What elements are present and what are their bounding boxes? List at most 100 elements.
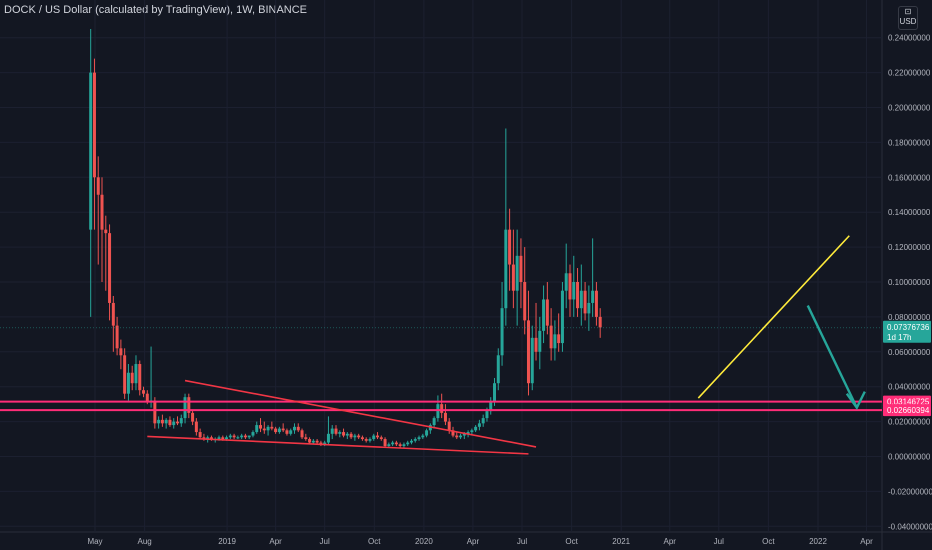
candle-body — [504, 229, 508, 309]
support-label: 0.02660394 — [887, 406, 930, 415]
candle-body — [402, 444, 406, 447]
candle-body — [225, 437, 229, 440]
candle-body — [353, 435, 357, 438]
candle-body — [545, 299, 549, 326]
candle-body — [383, 439, 387, 447]
candle-body — [417, 437, 421, 440]
price-tick-label: 0.18000000 — [888, 138, 931, 147]
candle-body — [221, 437, 225, 440]
candle-body — [89, 72, 93, 230]
candle-body — [274, 428, 278, 433]
candle-body — [379, 437, 383, 440]
price-tick-label: 0.00000000 — [888, 453, 931, 462]
support-label-bg — [883, 404, 931, 417]
candle-body — [534, 337, 538, 352]
candle-body — [296, 426, 300, 431]
candle-body — [183, 397, 187, 419]
time-tick-label: 2022 — [809, 537, 827, 546]
candle-body — [164, 419, 168, 424]
candle-body — [289, 430, 293, 434]
candle-body — [285, 430, 289, 434]
candle-body — [236, 437, 240, 439]
price-tick-label: 0.10000000 — [888, 278, 931, 287]
candle-body — [493, 383, 497, 403]
candle-body — [572, 282, 576, 300]
candle-body — [451, 430, 455, 436]
unit-icon: ⊡ — [904, 7, 912, 16]
candle-body — [576, 282, 580, 309]
candle-body — [111, 302, 115, 326]
candle-body — [496, 355, 500, 384]
candle-body — [160, 419, 164, 424]
candle-body — [240, 435, 244, 438]
candle-body — [466, 432, 470, 434]
candle-body — [209, 437, 213, 440]
candle-body — [292, 426, 296, 431]
candle-body — [409, 440, 413, 443]
candle-body — [376, 435, 380, 438]
time-tick-label: Apr — [467, 537, 480, 546]
candle-body — [104, 229, 108, 234]
candle-body — [591, 290, 595, 303]
candle-body — [447, 421, 451, 431]
candle-body — [153, 400, 157, 424]
candle-body — [357, 435, 361, 438]
candle-body — [474, 426, 478, 431]
time-tick-label: 2019 — [218, 537, 236, 546]
projection-arrow-shaft — [806, 305, 858, 409]
candle-body — [553, 334, 557, 349]
price-tick-label: 0.04000000 — [888, 383, 931, 392]
time-tick-label: Jul — [714, 537, 724, 546]
candle-body — [334, 428, 338, 434]
candle-body — [542, 299, 546, 331]
candle-body — [134, 364, 138, 384]
price-tick-label: -0.02000000 — [888, 487, 932, 496]
candle-body — [172, 421, 176, 426]
candle-body — [217, 437, 221, 440]
candle-body — [315, 440, 319, 443]
candle-body — [568, 273, 572, 300]
candle-body — [360, 437, 364, 440]
currency-unit-button[interactable]: ⊡ USD — [898, 6, 918, 30]
candle-body — [462, 433, 466, 436]
candle-body — [119, 348, 123, 356]
candle-body — [191, 412, 195, 422]
candle-body — [530, 337, 534, 384]
candle-body — [421, 435, 425, 438]
candle-body — [266, 426, 270, 431]
time-tick-label: Apr — [269, 537, 282, 546]
candle-body — [323, 442, 327, 445]
candle-body — [308, 439, 312, 443]
candle-body — [364, 439, 368, 441]
candle-body — [394, 442, 398, 445]
candle-body — [425, 430, 429, 436]
candle-body — [247, 435, 251, 438]
candle-body — [398, 444, 402, 447]
candle-body — [481, 418, 485, 424]
price-tick-label: 0.16000000 — [888, 173, 931, 182]
candle-body — [349, 433, 353, 438]
price-tick-label: 0.12000000 — [888, 243, 931, 252]
time-tick-label: 2020 — [415, 537, 433, 546]
candle-body — [583, 290, 587, 314]
candle-body — [187, 397, 191, 413]
candle-body — [515, 255, 519, 291]
candle-body — [126, 372, 130, 394]
candle-body — [549, 325, 553, 349]
candle-body — [198, 432, 202, 438]
unit-label: USD — [899, 17, 917, 26]
candle-body — [96, 177, 100, 195]
candle-body — [255, 425, 259, 433]
candle-body — [92, 72, 96, 178]
candle-body — [338, 432, 342, 434]
candle-body — [100, 194, 104, 230]
candle-body — [179, 418, 183, 424]
candle-body — [270, 426, 274, 429]
candle-body — [387, 444, 391, 447]
candle-body — [175, 421, 179, 424]
time-tick-label: 2021 — [612, 537, 630, 546]
candle-body — [526, 320, 530, 384]
candle-body — [594, 290, 598, 317]
